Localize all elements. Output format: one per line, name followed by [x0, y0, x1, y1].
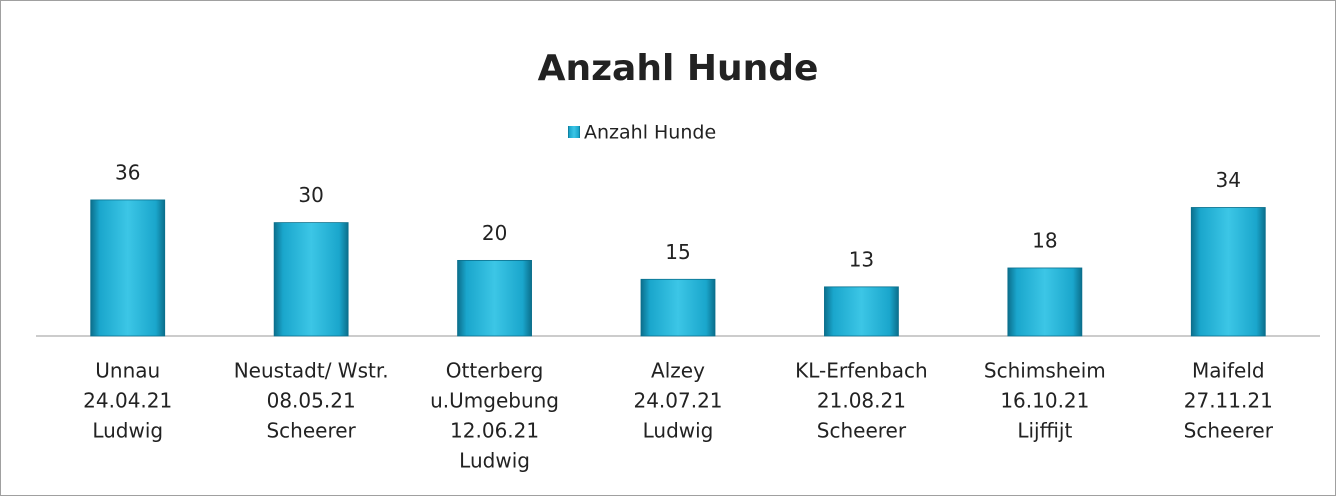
- x-tick-label: u.Umgebung: [430, 389, 559, 413]
- data-label: 15: [665, 240, 690, 264]
- x-tick-label: Ludwig: [92, 419, 163, 443]
- x-tick-label: Ludwig: [643, 419, 714, 443]
- x-tick-label: Scheerer: [1184, 419, 1274, 443]
- x-tick-label: 12.06.21: [450, 419, 539, 443]
- bar: [1007, 267, 1083, 337]
- x-tick-label: 21.08.21: [817, 389, 906, 413]
- x-tick-label: Otterberg: [446, 359, 544, 383]
- x-tick-label: Ludwig: [459, 449, 530, 473]
- data-label: 18: [1032, 228, 1057, 252]
- x-tick-label: Scheerer: [817, 419, 907, 443]
- bar: [824, 286, 899, 337]
- bar: [1190, 207, 1266, 337]
- x-tick-label: Unnau: [95, 359, 160, 383]
- legend-label: Anzahl Hunde: [584, 122, 716, 144]
- x-tick-label: Lijffijt: [1017, 419, 1072, 443]
- x-tick-label: Alzey: [651, 359, 705, 383]
- bar: [273, 222, 349, 337]
- bar: [640, 278, 716, 337]
- x-tick-label: 16.10.21: [1000, 389, 1089, 413]
- x-tick-label: Neustadt/ Wstr.: [234, 359, 389, 383]
- data-label: 36: [115, 160, 140, 184]
- bar: [457, 259, 532, 337]
- x-tick-label: KL-Erfenbach: [795, 359, 928, 383]
- x-tick-label: 24.07.21: [633, 389, 722, 413]
- legend-swatch: [568, 126, 580, 138]
- x-tick-label: Scheerer: [266, 419, 356, 443]
- chart-title: Anzahl Hunde: [538, 48, 819, 89]
- x-tick-label: 24.04.21: [83, 389, 172, 413]
- data-label: 13: [849, 247, 874, 271]
- data-label: 34: [1216, 168, 1241, 192]
- x-tick-label: 08.05.21: [267, 389, 356, 413]
- data-label: 30: [298, 183, 323, 207]
- x-tick-label: 27.11.21: [1184, 389, 1273, 413]
- bar: [90, 199, 166, 337]
- x-tick-label: Maifeld: [1192, 359, 1265, 383]
- data-label: 20: [482, 221, 507, 245]
- x-tick-label: Schimsheim: [984, 359, 1106, 383]
